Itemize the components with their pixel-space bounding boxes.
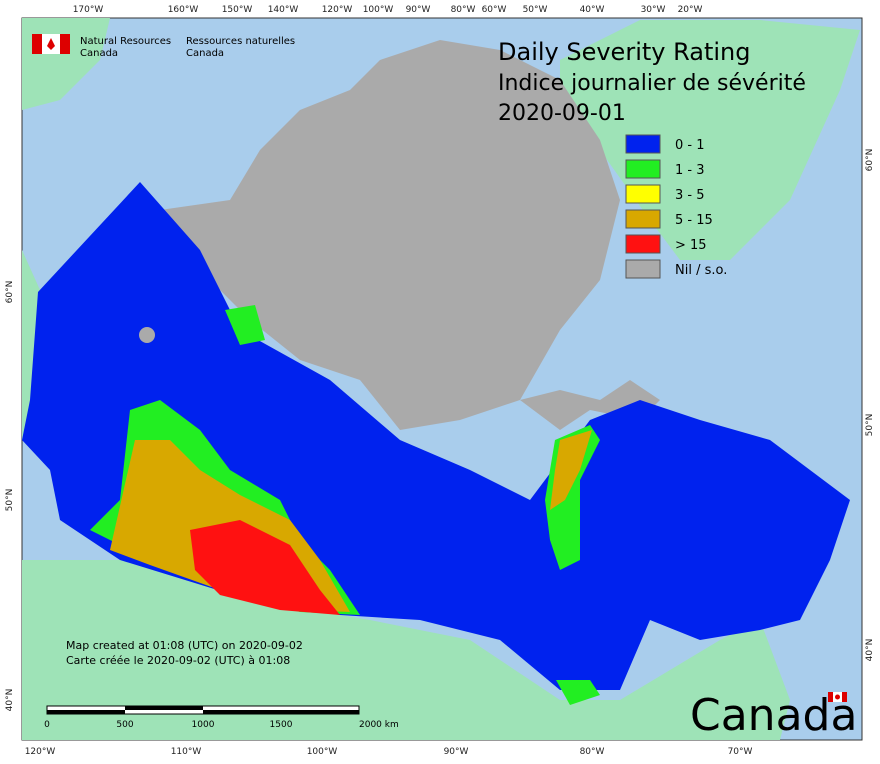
title-en: Daily Severity Rating — [498, 38, 750, 66]
lon-label: 110°W — [171, 747, 202, 757]
lon-label: 160°W — [168, 5, 199, 15]
lat-label: 40°N — [5, 689, 15, 712]
lon-label: 140°W — [268, 5, 299, 15]
lon-label: 100°W — [307, 747, 338, 757]
scale-bar — [46, 705, 360, 715]
scale-label: 1500 — [270, 720, 293, 730]
lon-label: 100°W — [363, 5, 394, 15]
lat-label: 40°N — [865, 639, 875, 662]
lon-label: 50°W — [523, 5, 548, 15]
lon-label: 60°W — [482, 5, 507, 15]
lon-label: 170°W — [73, 5, 104, 15]
lon-label: 120°W — [25, 747, 56, 757]
legend-swatch — [625, 234, 661, 254]
lat-label: 50°N — [5, 489, 15, 512]
title-date: 2020-09-01 — [498, 101, 626, 126]
wordmark: Canada — [690, 690, 857, 741]
legend-label: 1 - 3 — [675, 163, 705, 178]
lon-label: 80°W — [580, 747, 605, 757]
legend-label: 5 - 15 — [675, 213, 713, 228]
legend-label: > 15 — [675, 238, 707, 253]
nil-patch — [139, 327, 155, 343]
legend-swatch — [625, 184, 661, 204]
scale-label: 0 — [44, 720, 50, 730]
credit: Map created at 01:08 (UTC) on 2020-09-02 — [66, 639, 303, 652]
legend-swatch — [625, 259, 661, 279]
greenland — [560, 20, 860, 260]
ontario-1-3 — [556, 680, 600, 705]
zone-gt-15 — [190, 520, 340, 615]
scale-label: 1000 — [192, 720, 215, 730]
ungava-nil — [520, 380, 660, 430]
usa — [22, 560, 790, 740]
lon-label: 90°W — [444, 747, 469, 757]
legend-label: Nil / s.o. — [675, 263, 727, 278]
lon-label: 30°W — [641, 5, 666, 15]
lon-label: 40°W — [580, 5, 605, 15]
lon-label: 70°W — [728, 747, 753, 757]
arctic-nil — [160, 40, 620, 430]
lon-label: 80°W — [451, 5, 476, 15]
wordmark-flag — [828, 692, 847, 702]
lat-label: 60°N — [5, 281, 15, 304]
lat-label: 60°N — [865, 149, 875, 172]
title-fr: Indice journalier de sévérité — [498, 71, 806, 96]
lon-label: 150°W — [222, 5, 253, 15]
credit: Carte créée le 2020-09-02 (UTC) à 01:08 — [66, 654, 290, 667]
flag-icon — [32, 34, 70, 54]
legend-label: 0 - 1 — [675, 138, 705, 153]
legend-swatch — [625, 134, 661, 154]
agency-en: Canada — [80, 48, 118, 59]
agency-fr: Ressources naturelles — [186, 36, 295, 47]
legend-label: 3 - 5 — [675, 188, 705, 203]
nwt-1-3 — [225, 305, 265, 345]
scale-label: 500 — [116, 720, 133, 730]
legend-swatch — [625, 159, 661, 179]
lat-label: 50°N — [865, 414, 875, 437]
lon-label: 120°W — [322, 5, 353, 15]
lon-label: 90°W — [406, 5, 431, 15]
agency-fr: Canada — [186, 48, 224, 59]
agency-en: Natural Resources — [80, 36, 171, 47]
legend-swatch — [625, 209, 661, 229]
lon-label: 20°W — [678, 5, 703, 15]
quebec-5-15 — [550, 430, 592, 510]
scale-label: 2000 km — [359, 720, 399, 730]
